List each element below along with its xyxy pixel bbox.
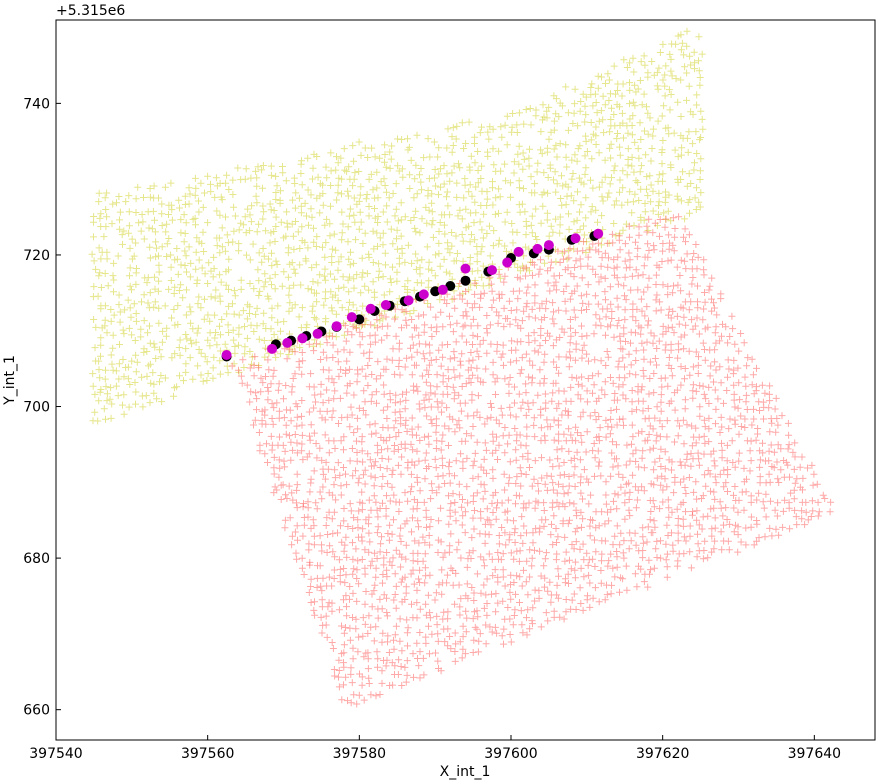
series-0-markers-3 xyxy=(539,27,707,266)
series-0-markers-0 xyxy=(88,172,233,425)
y-tick-label-0: 660 xyxy=(23,703,50,719)
series-3-point-10 xyxy=(418,289,429,300)
series-1-markers-1 xyxy=(281,503,822,574)
x-tick-label-3: 397600 xyxy=(484,746,537,762)
y-axis-label: Y_int_1 xyxy=(2,355,18,406)
series-3-point-0 xyxy=(221,350,232,360)
series-3-point-14 xyxy=(502,257,513,268)
series-3-point-15 xyxy=(513,246,524,257)
y-tick-label-1: 680 xyxy=(23,551,50,567)
series-3-point-4 xyxy=(312,328,323,339)
x-tick-label-5: 397640 xyxy=(788,746,841,762)
series-2-point-6 xyxy=(354,314,365,325)
x-tick-label-0: 397540 xyxy=(29,746,82,762)
series-1-markers-3 xyxy=(250,411,816,474)
series-3-point-19 xyxy=(593,228,604,239)
series-1 xyxy=(228,213,835,708)
series-3-point-2 xyxy=(282,337,293,348)
x-axis-ticks: 397540 397560 397580 397600 397620 397640 xyxy=(29,735,841,762)
series-3-point-3 xyxy=(297,333,308,344)
y-axis-ticks: 660 680 700 720 740 xyxy=(23,96,61,719)
series-3-point-5 xyxy=(331,321,342,332)
series-3-point-9 xyxy=(403,295,414,306)
y-tick-label-4: 740 xyxy=(23,96,50,112)
series-3-point-12 xyxy=(460,263,471,274)
y-offset-label: +5.315e6 xyxy=(56,3,125,19)
series-3-point-11 xyxy=(437,284,448,295)
series-1-markers-6 xyxy=(437,213,725,307)
series-2-point-12 xyxy=(445,281,456,291)
x-axis-label: X_int_1 xyxy=(440,764,491,780)
series-3-point-1 xyxy=(267,343,278,354)
series-layer xyxy=(88,27,835,708)
x-tick-label-2: 397580 xyxy=(333,746,386,762)
series-3-point-16 xyxy=(532,243,543,254)
x-tick-label-1: 397560 xyxy=(181,746,234,762)
y-tick-label-2: 700 xyxy=(23,400,50,416)
series-3 xyxy=(221,228,604,360)
series-2-point-13 xyxy=(460,275,471,286)
plot-frame xyxy=(55,19,876,741)
series-0-markers-1 xyxy=(221,138,379,376)
series-3-point-8 xyxy=(380,300,391,310)
series-1-markers-5 xyxy=(239,294,760,372)
series-0 xyxy=(88,27,707,425)
series-1-markers-0 xyxy=(298,561,671,708)
series-3-point-7 xyxy=(365,303,376,314)
series-2-point-11 xyxy=(430,286,441,297)
series-3-point-17 xyxy=(543,240,554,251)
series-3-point-6 xyxy=(346,312,357,323)
series-1-markers-2 xyxy=(270,461,835,516)
series-3-point-18 xyxy=(570,233,581,244)
series-0-markers-2 xyxy=(367,105,548,325)
x-tick-label-4: 397620 xyxy=(636,746,689,762)
y-tick-label-3: 720 xyxy=(23,248,50,264)
series-1-markers-4 xyxy=(228,361,786,425)
series-3-point-13 xyxy=(487,265,497,276)
